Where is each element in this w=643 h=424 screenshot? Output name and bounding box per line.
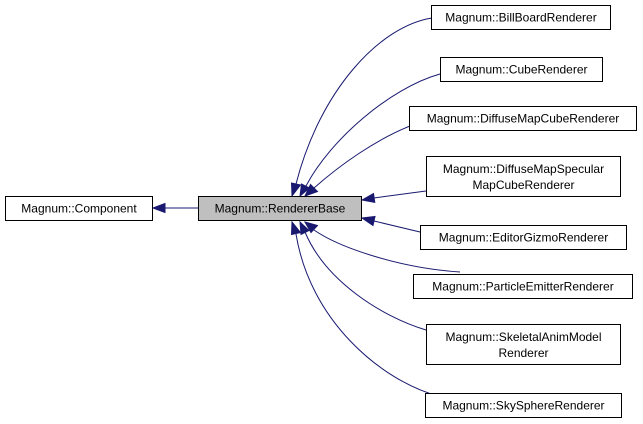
edge-skysphere-to-rendererbase	[295, 233, 439, 397]
node-sky-sphere-renderer-label: Magnum::SkySphereRenderer	[442, 399, 604, 413]
node-diffuse-map-specular-map-cube-renderer[interactable]: Magnum::DiffuseMapSpecular MapCubeRender…	[426, 156, 621, 197]
edge-arrow-skysphere	[290, 220, 302, 236]
edge-arrow-billboard	[290, 182, 302, 198]
node-sky-sphere-renderer[interactable]: Magnum::SkySphereRenderer	[425, 393, 622, 418]
edges	[151, 17, 461, 397]
node-component[interactable]: Magnum::Component	[5, 196, 153, 221]
node-renderer-base[interactable]: Magnum::RendererBase	[198, 196, 362, 221]
edge-arrow-particleemitter	[303, 221, 319, 234]
node-billboard-renderer-label: Magnum::BillBoardRenderer	[445, 11, 596, 25]
node-cube-renderer[interactable]: Magnum::CubeRenderer	[440, 57, 603, 82]
edge-editorgizmo-to-rendererbase	[373, 220, 421, 233]
node-skeletal-anim-model-label-line1: Magnum::SkeletalAnimModel	[445, 330, 601, 344]
node-particle-emitter-renderer-label: Magnum::ParticleEmitterRenderer	[432, 280, 613, 294]
node-skeletal-anim-model-label-line2: Renderer	[498, 346, 548, 360]
edge-skeletalanim-to-rendererbase	[304, 231, 427, 331]
node-diffuse-map-specular-label-line2: MapCubeRenderer	[472, 178, 574, 192]
node-diffuse-map-specular-label-line1: Magnum::DiffuseMapSpecular	[443, 162, 604, 176]
node-editor-gizmo-renderer[interactable]: Magnum::EditorGizmoRenderer	[420, 225, 627, 250]
edge-arrow-diffusemapspecular	[360, 192, 376, 204]
edge-diffusemapcube-to-rendererbase	[313, 125, 411, 189]
edge-arrow-diffusemapcube	[304, 183, 319, 197]
node-billboard-renderer[interactable]: Magnum::BillBoardRenderer	[431, 5, 611, 30]
node-diffuse-map-cube-renderer[interactable]: Magnum::DiffuseMapCubeRenderer	[409, 106, 637, 131]
edge-arrow-skeletalanim	[299, 220, 310, 236]
edge-particleemitter-to-rendererbase	[313, 229, 461, 273]
node-renderer-base-label: Magnum::RendererBase	[215, 202, 346, 216]
edge-arrow-editorgizmo	[360, 215, 376, 227]
edge-arrow-component	[151, 202, 166, 214]
node-editor-gizmo-renderer-label: Magnum::EditorGizmoRenderer	[439, 231, 608, 245]
node-skeletal-anim-model-renderer[interactable]: Magnum::SkeletalAnimModel Renderer	[426, 324, 621, 365]
edge-cube-to-rendererbase	[305, 73, 441, 187]
node-diffuse-map-cube-renderer-label: Magnum::DiffuseMapCubeRenderer	[427, 112, 620, 126]
edge-billboard-to-rendererbase	[295, 17, 433, 185]
edge-diffusemapspecular-to-rendererbase	[373, 190, 427, 199]
edge-arrow-cube	[299, 183, 311, 198]
node-particle-emitter-renderer[interactable]: Magnum::ParticleEmitterRenderer	[413, 274, 633, 299]
node-component-label: Magnum::Component	[21, 202, 137, 216]
node-cube-renderer-label: Magnum::CubeRenderer	[455, 63, 587, 77]
